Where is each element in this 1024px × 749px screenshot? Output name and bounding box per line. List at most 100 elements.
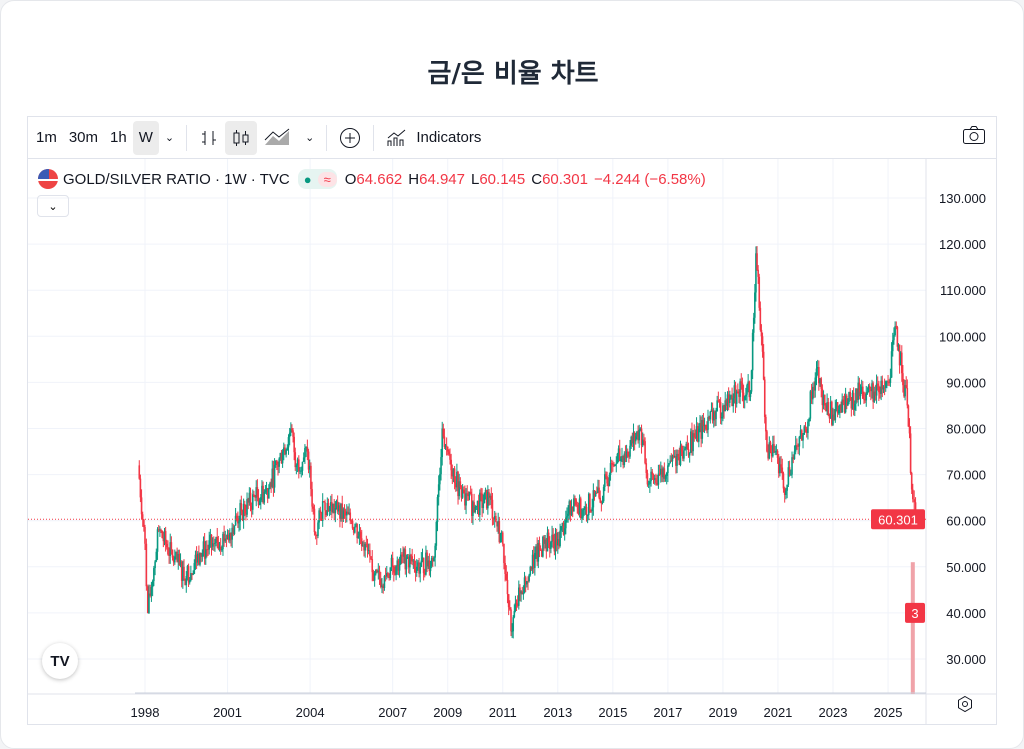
candle-body [292,430,294,437]
settings-gear-icon[interactable] [956,695,974,718]
candle-body [645,463,648,474]
candle-body [684,448,686,451]
symbol-title[interactable]: GOLD/SILVER RATIO · 1W · TVC [63,170,290,188]
candle-body [851,392,854,409]
candle-body [145,543,148,587]
candle-body [213,543,215,545]
candle-body [826,402,828,412]
candle-body [530,566,533,570]
chart-widget[interactable]: 1m 30m 1h W ⌄ ⌄ Indicators 130.000 120.00… [27,116,997,725]
candle-body [639,428,642,430]
candle-body [587,493,590,515]
candle-body [554,533,557,552]
candle-body [430,558,433,566]
candle-body [272,468,275,488]
candle-body [594,492,597,497]
candle-body [383,576,386,588]
candle-body [700,423,702,439]
candle-body [226,534,229,539]
candle-body [324,502,326,511]
candle-body [602,486,605,502]
candle-body [313,508,316,533]
candle-body [464,493,466,506]
candle-body [295,465,298,468]
screenshot-camera-icon[interactable] [962,125,986,149]
candle-body [291,428,293,431]
interval-1m[interactable]: 1m [36,129,57,146]
candle-body [663,468,666,479]
candle-body [156,529,159,552]
candle-body [446,446,449,452]
candle-body [571,506,574,512]
candle-body [176,551,178,562]
candle-body [527,581,529,582]
candle-body [348,512,350,515]
candle-body [239,503,241,522]
candle-body [310,465,312,490]
candle-body [411,556,413,562]
candle-body [312,506,315,509]
candle-body [622,455,624,466]
price-chart[interactable]: 130.000 120.000 110.000 100.000 90.000 80.000… [28,159,996,724]
candle-body [524,577,527,585]
candle-body [748,381,751,398]
candle-body [203,541,206,559]
candle-body [794,445,797,452]
candle-body [804,426,807,429]
candle-body [726,394,729,406]
candle-body [819,378,821,384]
candle-body [779,464,781,474]
candle-body [704,424,707,430]
area-style-icon[interactable] [257,121,299,155]
tradingview-logo[interactable]: TV [42,643,78,679]
candle-body [770,452,773,457]
candle-body [739,381,741,397]
candle-body [651,471,654,475]
bar-style-icon[interactable] [193,121,225,155]
candle-body [547,532,550,543]
legend-collapse-chevron-down-icon[interactable]: ⌄ [37,195,69,217]
candle-body [810,391,813,400]
candle-body [305,446,307,449]
candle-body [606,476,608,484]
interval-30m[interactable]: 30m [68,129,99,146]
candle-body [668,463,670,466]
candle-body [462,489,465,494]
indicators-button[interactable]: Indicators [380,121,487,155]
candle-body [227,534,230,541]
candle-body [905,385,908,389]
candle-body [902,373,904,386]
candle-body [422,557,425,574]
candle-body [385,573,388,577]
status-pill[interactable]: ● ≈ [297,169,337,189]
time-tick-label: 2013 [543,705,572,720]
candle-body [765,416,767,432]
candle-style-icon[interactable] [225,120,258,155]
candle-body [762,351,765,380]
candle-body [579,498,582,519]
candle-body [699,423,701,429]
candle-body [563,528,566,535]
candle-body [849,391,851,398]
candle-body [605,474,607,477]
add-plus-circle-icon[interactable] [333,121,367,155]
candle-body [626,451,629,456]
candle-body [712,411,715,421]
candle-body [743,396,746,401]
candle-body [484,489,487,493]
candle-body [266,487,269,499]
candle-body [544,539,546,544]
candle-body [873,391,876,402]
candle-body [451,470,454,477]
interval-dropdown-chevron-down-icon[interactable]: ⌄ [164,132,175,144]
candle-body [763,379,766,417]
candle-body [695,426,698,438]
interval-1h[interactable]: 1h [110,129,127,146]
candle-body [233,525,236,535]
chart-type-chevron-down-icon[interactable]: ⌄ [305,132,315,144]
interval-w[interactable]: W [132,120,159,155]
candle-body [300,470,303,472]
candle-body [217,542,220,549]
candle-body [715,411,717,420]
candle-body [716,400,718,412]
